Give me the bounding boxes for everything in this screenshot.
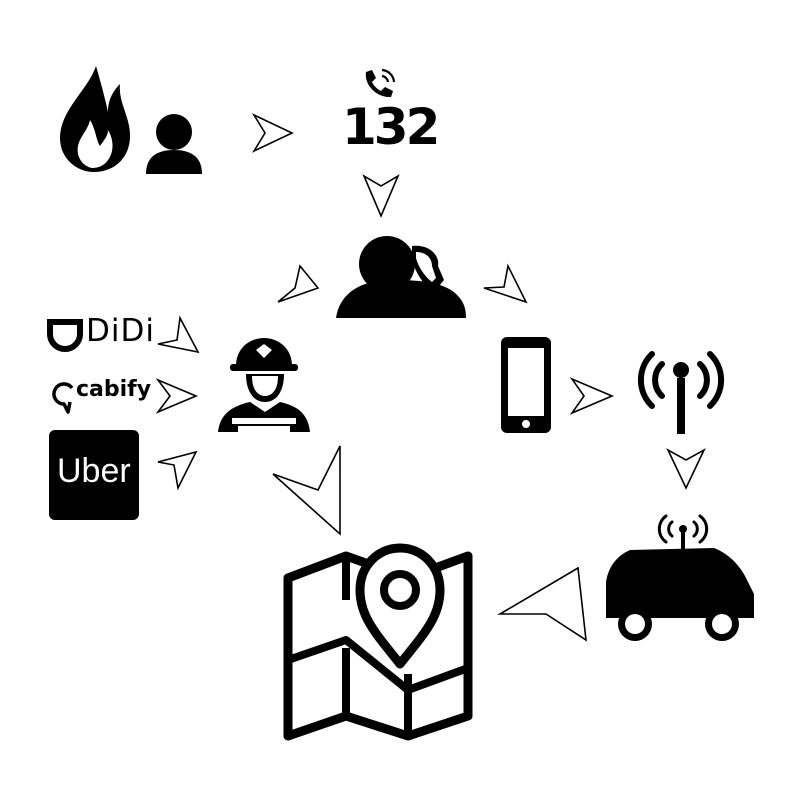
cabify-logo-text: cabify <box>76 377 152 402</box>
fire-icon <box>60 66 130 172</box>
arrow-dispatcher-to-firefighter <box>277 264 320 303</box>
dispatcher-icon <box>336 236 466 318</box>
phone-call-icon <box>365 68 396 98</box>
uber-logo-box <box>49 430 139 520</box>
arrow-didi-to-firefighter <box>157 315 200 354</box>
arrow-132-to-dispatcher <box>362 174 400 219</box>
person-icon <box>146 114 202 174</box>
arrow-dispatcher-to-phone <box>483 263 528 304</box>
arrow-uber-to-firefighter <box>157 450 198 491</box>
arrow-antenna-to-car <box>666 448 706 490</box>
emergency-number-label: 132 <box>342 98 440 156</box>
arrow-reporter-to-132 <box>251 113 294 153</box>
arrow-car-to-map <box>497 566 587 642</box>
didi-logo-text: DiDi <box>86 313 155 349</box>
arrow-cabify-to-firefighter <box>155 378 199 414</box>
arrow-firefighter-to-map <box>272 445 341 536</box>
didi-logo-icon <box>47 319 83 352</box>
antenna-icon <box>637 351 725 434</box>
arrow-phone-to-antenna <box>569 377 615 415</box>
smartphone-icon <box>501 337 551 433</box>
map-pin-icon <box>283 543 473 741</box>
uber-logo-text: Uber <box>57 452 131 490</box>
car-icon <box>606 514 754 641</box>
cabify-logo-icon <box>52 382 74 414</box>
firefighter-icon <box>218 338 310 432</box>
